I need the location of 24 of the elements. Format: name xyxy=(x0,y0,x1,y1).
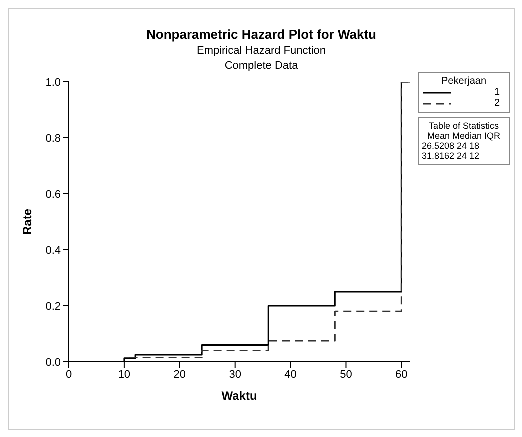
y-axis-title: Rate xyxy=(20,208,34,236)
text: 26.5208 24 18 xyxy=(422,141,481,151)
text: Mean Median IQR xyxy=(426,131,502,141)
x-tick-label: 60 xyxy=(396,368,408,381)
text: Table of Statistics xyxy=(428,121,500,131)
chart-subtitle: Empirical Hazard Function Complete Data xyxy=(196,45,327,72)
x-tick-label: 0 xyxy=(66,368,72,381)
text: 31.8162 24 12 xyxy=(422,151,481,161)
legend-title: Pekerjaan xyxy=(440,76,488,87)
y-tick-label: 0.2 xyxy=(46,300,61,313)
text: 2 xyxy=(494,98,500,109)
y-tick-label: 0.4 xyxy=(46,244,61,257)
x-tick-label: 40 xyxy=(284,368,297,381)
x-axis-title: Waktu xyxy=(222,389,258,403)
chart-title: Nonparametric Hazard Plot for Waktu xyxy=(146,27,378,42)
x-tick-label: 10 xyxy=(118,368,131,381)
text: 1 xyxy=(494,87,500,98)
y-tick-label: 0.6 xyxy=(46,188,61,201)
x-tick-label: 20 xyxy=(174,368,186,381)
x-tick-label: 30 xyxy=(229,368,242,381)
y-tick-label: 0.0 xyxy=(46,356,61,369)
y-tick-label: 1.0 xyxy=(46,76,61,89)
x-tick-label: 50 xyxy=(340,368,352,381)
y-tick-label: 0.8 xyxy=(46,132,61,145)
